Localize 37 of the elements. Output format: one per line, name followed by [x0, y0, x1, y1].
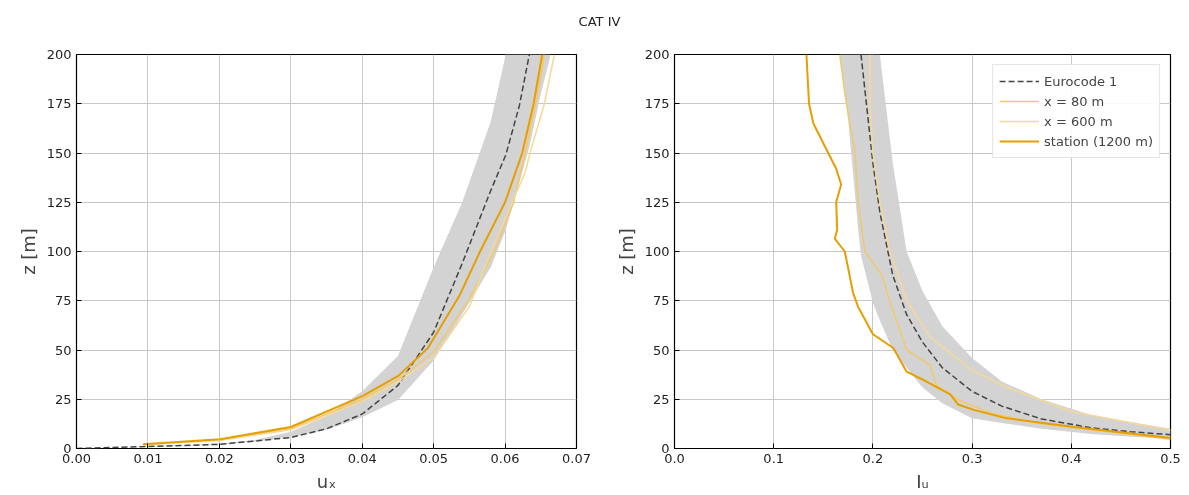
x-tick-label: 0.04	[347, 450, 377, 466]
chart-title: CAT IV	[578, 13, 621, 31]
x-tick-label: 0.01	[133, 450, 163, 466]
x-axis-title: Iᵤ	[916, 470, 929, 492]
x-tick-label: 0.03	[276, 450, 306, 466]
y-tick-label: 125	[644, 194, 670, 210]
y-tick-label: 100	[46, 244, 72, 259]
legend-label: Eurocode 1	[1044, 73, 1118, 89]
legend-label: x = 80 m	[1044, 93, 1105, 109]
y-tick-label: 25	[54, 391, 72, 407]
y-tick-label: 50	[54, 342, 72, 358]
y-tick-label: 75	[54, 293, 72, 309]
y-tick-label: 200	[46, 47, 72, 62]
y-tick-label: 150	[46, 145, 72, 161]
y-tick-label: 150	[644, 145, 670, 161]
y-tick-label: 175	[46, 96, 72, 112]
y-tick-label: 25	[652, 391, 670, 407]
x-tick-label: 0.05	[419, 450, 449, 466]
legend-label: station (1200 m)	[1044, 133, 1153, 149]
x-tick-label: 0.4	[1060, 450, 1082, 466]
legend-label: x = 600 m	[1044, 113, 1113, 129]
y-tick-label: 75	[652, 293, 670, 309]
y-tick-label: 125	[46, 194, 72, 210]
x-tick-label: 0.5	[1160, 450, 1181, 466]
x-axis-title: uₓ	[316, 470, 337, 492]
x-tick-label: 0.06	[490, 450, 520, 466]
x-tick-label: 0.02	[204, 450, 234, 466]
y-tick-label: 200	[644, 47, 670, 62]
y-tick-label: 50	[652, 342, 670, 358]
y-tick-label: 175	[644, 96, 670, 112]
y-axis-title: z [m]	[615, 228, 637, 275]
x-tick-label: 0.1	[763, 450, 785, 466]
y-tick-label: 100	[644, 244, 670, 259]
x-tick-label: 0.07	[562, 450, 591, 466]
x-tick-label: 0.3	[961, 450, 983, 466]
x-tick-label: 0.2	[862, 450, 884, 466]
y-axis-title: z [m]	[17, 228, 39, 275]
